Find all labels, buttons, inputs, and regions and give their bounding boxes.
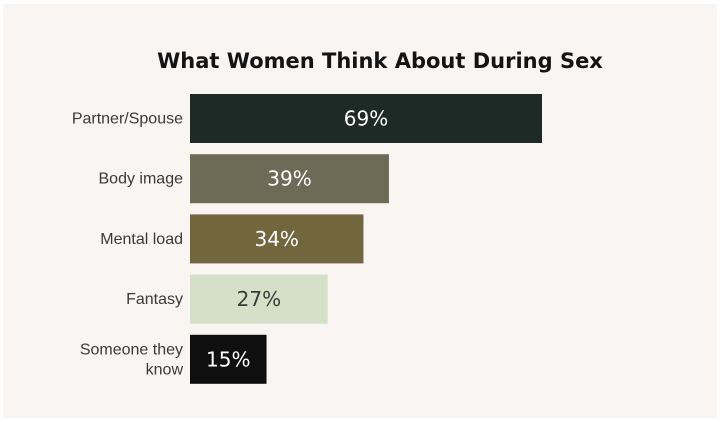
category-label-3: Mental load bbox=[100, 231, 183, 248]
chart-card bbox=[3, 4, 717, 418]
category-label-5-line-2: know bbox=[146, 361, 184, 378]
bar-5 bbox=[190, 334, 267, 384]
bar-4 bbox=[190, 274, 328, 324]
bar-3 bbox=[190, 214, 364, 264]
bar-value-label-5: 15% bbox=[206, 347, 250, 371]
bar-value-label-1: 69% bbox=[344, 107, 388, 131]
bars-group: 69% Partner/Spouse 39% Body image 34% Mental … bbox=[72, 94, 542, 384]
category-label-2: Body image bbox=[99, 171, 184, 188]
category-label-4: Fantasy bbox=[126, 291, 183, 308]
bar-value-label-4: 27% bbox=[237, 287, 281, 311]
category-label-5-line-1: Someone they bbox=[80, 341, 183, 358]
bar-1 bbox=[190, 94, 542, 143]
bar-2 bbox=[190, 154, 389, 204]
chart-title: What Women Think About During Sex bbox=[157, 49, 603, 73]
category-label-1: Partner/Spouse bbox=[72, 111, 183, 128]
bar-value-label-2: 39% bbox=[267, 167, 311, 191]
bar-value-label-3: 34% bbox=[254, 227, 298, 251]
